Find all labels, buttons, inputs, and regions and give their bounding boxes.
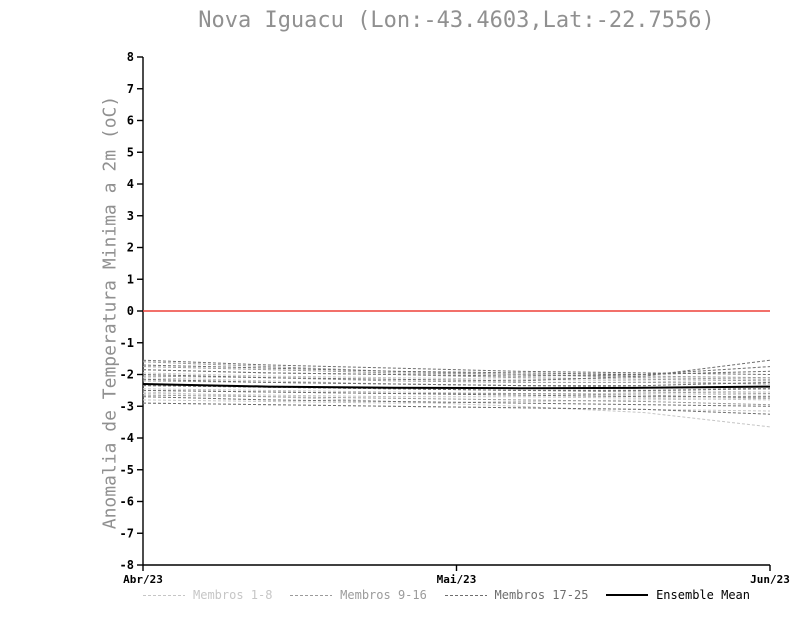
legend-solid-line-sample	[606, 594, 649, 596]
y-tick-label: 1	[127, 272, 134, 286]
ensemble-member-line	[142, 402, 771, 415]
y-tick-label: -3	[120, 399, 134, 413]
ensemble-member-line	[142, 378, 771, 387]
legend-dashed-line-sample	[290, 594, 333, 596]
ensemble-member-line	[142, 361, 771, 379]
y-tick-label: 6	[127, 114, 134, 128]
ensemble-member-line	[142, 372, 771, 385]
legend-item: Membros 17-25	[444, 588, 589, 602]
ensemble-member-line	[142, 383, 771, 393]
ensemble-member-line	[142, 389, 770, 398]
y-tick-label: 5	[127, 145, 134, 159]
y-tick-label: 7	[127, 82, 134, 96]
ensemble-mean-line	[142, 383, 771, 390]
legend-label: Membros 17-25	[494, 588, 589, 602]
y-tick-label: -8	[120, 558, 134, 572]
ensemble-member-line	[142, 402, 771, 412]
legend-label: Ensemble Mean	[656, 588, 750, 602]
legend-label: Membros 1-8	[193, 588, 273, 602]
x-tick-label: Mai/23	[437, 573, 477, 586]
ensemble-member-line	[142, 366, 771, 380]
ensemble-member-line	[142, 385, 771, 394]
y-tick-label: -1	[120, 336, 134, 350]
y-tick-label: -2	[120, 368, 134, 382]
legend-dashed-line-sample	[444, 594, 487, 596]
y-tick-label: 4	[127, 177, 134, 191]
x-tick-label: Jun/23	[750, 573, 790, 586]
y-tick-label: -5	[120, 463, 134, 477]
ensemble-member-line	[142, 369, 771, 382]
y-tick-label: 8	[127, 50, 134, 64]
x-tick-label: Abr/23	[123, 573, 163, 586]
ensemble-member-line	[142, 359, 771, 375]
ensemble-member-line	[142, 366, 771, 377]
ensemble-member-line	[142, 364, 771, 376]
ensemble-member-line	[142, 389, 771, 399]
y-tick-label: 2	[127, 241, 134, 255]
legend-dashed-line-sample	[143, 594, 185, 596]
ensemble-member-line	[142, 359, 771, 382]
chart-title: Nova Iguacu (Lon:-43.4603,Lat:-22.7556)	[198, 8, 715, 33]
ensemble-member-line	[142, 385, 771, 391]
legend-item: Ensemble Mean	[606, 588, 750, 602]
legend-item: Membros 1-8	[143, 588, 272, 602]
ensemble-member-line	[142, 396, 771, 407]
chart-legend: Membros 1-8 Membros 9-16 Membros 17-25 Ense…	[143, 588, 750, 602]
y-tick-label: 3	[127, 209, 134, 223]
ensemble-member-line	[142, 397, 771, 404]
ensemble-member-line	[142, 388, 771, 396]
legend-item: Membros 9-16	[290, 588, 427, 602]
ensemble-member-line	[142, 394, 771, 406]
y-tick-label: 0	[127, 304, 134, 318]
y-tick-label: -7	[120, 526, 134, 540]
y-tick-label: -4	[120, 431, 134, 445]
y-tick-label: -6	[120, 495, 134, 509]
legend-label: Membros 9-16	[340, 588, 427, 602]
ensemble-member-line	[142, 375, 771, 385]
ensemble-member-line	[142, 393, 771, 401]
